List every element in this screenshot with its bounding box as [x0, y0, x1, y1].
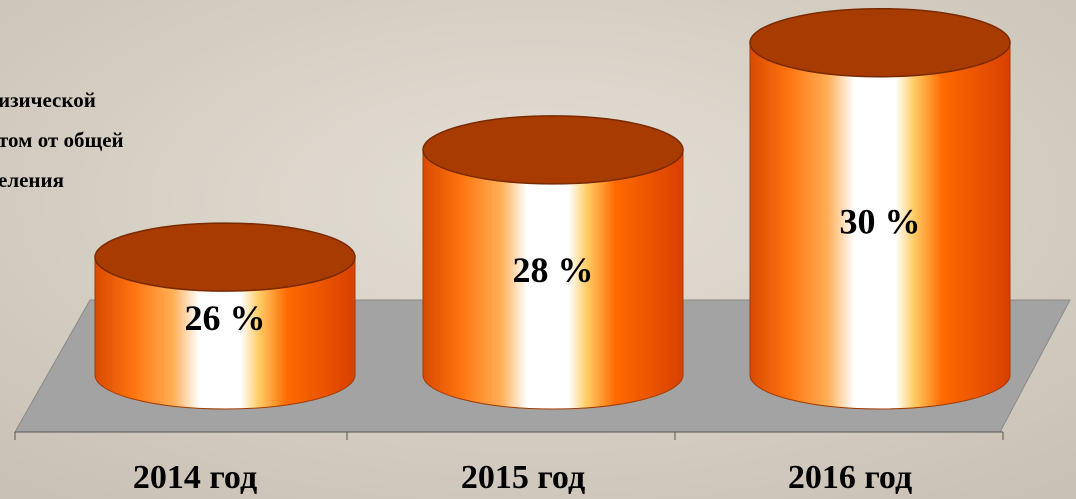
value-label: 30 % — [840, 202, 921, 242]
x-tick-label: 2014 год — [133, 459, 257, 496]
cylinder-body — [422, 149, 684, 410]
value-label: 26 % — [185, 298, 266, 338]
cylinder — [94, 222, 356, 410]
chart-title: еления — [0, 168, 64, 192]
chart-title: том от общей — [0, 128, 124, 152]
cylinder-top — [94, 222, 356, 292]
cylinder-top — [422, 115, 684, 185]
chart-title: изической — [0, 88, 96, 112]
value-label: 28 % — [513, 250, 594, 290]
cylinder-body — [94, 256, 356, 410]
cylinder — [749, 7, 1011, 410]
x-tick-label: 2016 год — [788, 459, 912, 496]
cylinder — [422, 115, 684, 410]
x-tick-label: 2015 год — [461, 459, 585, 496]
cylinder-top — [749, 7, 1011, 78]
plot: изической том от общей еления 2014 год 26 % 2… — [0, 7, 1011, 496]
cylinder-body — [749, 42, 1011, 410]
